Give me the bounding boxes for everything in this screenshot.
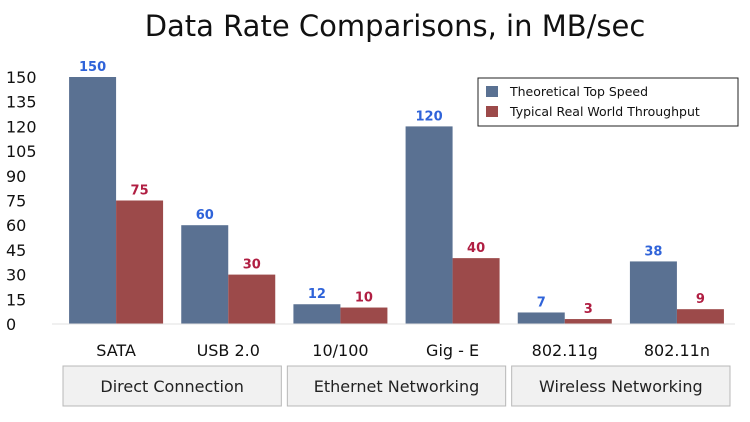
value-label-sata-theoretical: 150 [79,60,106,75]
group-label-wireless-networking: Wireless Networking [539,377,703,396]
legend-label-theoretical: Theoretical Top Speed [509,84,648,99]
bar-802-11g-theoretical [517,312,565,324]
x-tick-label-802-11n: 802.11n [644,341,710,360]
value-label-10-100-theoretical: 12 [308,287,326,302]
legend-box [477,77,739,127]
y-tick-label: 60 [6,216,26,235]
bar-10-100-theoretical [293,304,341,324]
group-label-ethernet-networking: Ethernet Networking [314,377,480,396]
bar-sata-real-world [116,200,164,324]
x-tick-label-10-100: 10/100 [312,341,368,360]
x-tick-label-802-11g: 802.11g [532,341,598,360]
bar-802-11n-real-world [676,309,724,324]
value-label-usb-2-0-real-world: 30 [243,258,261,273]
y-tick-label: 105 [6,142,37,161]
group-box-direct-connection [62,365,282,407]
bar-10-100-real-world [340,307,388,324]
category-groups: Direct Connection Ethernet Networking Wire… [62,365,731,407]
y-tick-label: 135 [6,93,37,112]
y-axis-ticks: 0 15 30 45 60 75 90 105 120 135 150 [6,68,37,334]
bar-usb-2-0-real-world [228,274,276,324]
bar-gig-e-theoretical [405,126,453,325]
value-label-gig-e-theoretical: 120 [416,109,443,124]
value-label-10-100-real-world: 10 [355,291,373,306]
y-tick-label: 0 [6,315,16,334]
legend-label-real-world: Typical Real World Throughput [509,104,700,119]
value-label-gig-e-real-world: 40 [467,241,485,256]
bar-802-11n-theoretical [629,261,677,324]
y-tick-label: 90 [6,167,26,186]
x-tick-label-sata: SATA [96,341,136,360]
y-tick-label: 120 [6,117,37,136]
x-tick-label-gig-e: Gig - E [426,341,479,360]
y-tick-label: 150 [6,68,37,87]
legend-swatch-real-world [486,106,498,117]
x-axis-ticks: SATA USB 2.0 10/100 Gig - E 802.11g 802.11n [96,341,710,360]
x-tick-label-usb-2-0: USB 2.0 [197,341,260,360]
value-label-sata-real-world: 75 [131,184,149,199]
value-label-usb-2-0-theoretical: 60 [196,208,214,223]
bar-802-11g-real-world [564,319,612,324]
group-box-wireless-networking [511,365,731,407]
value-label-802-11n-theoretical: 38 [644,244,662,259]
bars [69,77,724,325]
bar-gig-e-real-world [452,258,500,324]
y-tick-label: 15 [6,290,26,309]
group-box-ethernet-networking [286,365,507,407]
value-label-802-11g-theoretical: 7 [537,295,546,310]
bar-usb-2-0-theoretical [181,225,229,324]
value-labels: 150 75 60 30 12 10 120 40 7 3 38 9 [79,60,706,318]
value-label-802-11g-real-world: 3 [584,302,593,317]
legend-swatch-theoretical [486,86,498,97]
y-tick-label: 45 [6,241,26,260]
y-tick-label: 30 [6,266,26,285]
legend: Theoretical Top Speed Typical Real World… [477,77,739,127]
value-label-802-11n-real-world: 9 [696,292,705,307]
group-label-direct-connection: Direct Connection [100,377,244,396]
chart-title: Data Rate Comparisons, in MB/sec [145,9,646,43]
bar-sata-theoretical [69,77,117,324]
y-tick-label: 75 [6,192,26,211]
